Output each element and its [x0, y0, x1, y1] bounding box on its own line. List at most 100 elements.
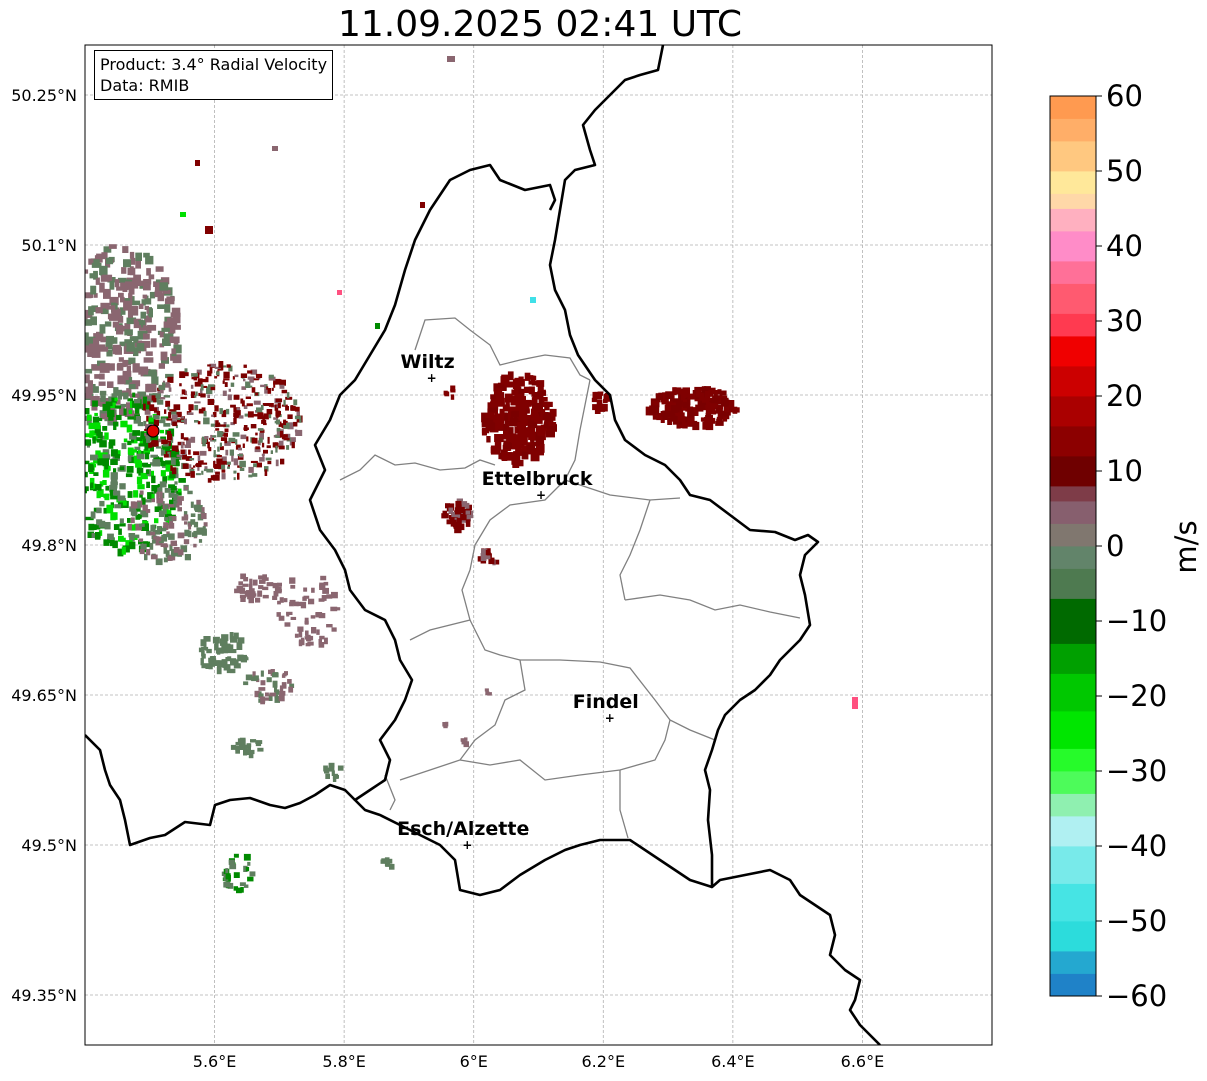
radar-echo-pixel [163, 547, 168, 554]
radar-echo-pixel [109, 281, 115, 290]
radar-echo-pixel [204, 466, 208, 470]
radar-echo-pixel [102, 480, 107, 485]
radar-echo-pixel [165, 382, 170, 386]
radar-echo-pixel [200, 388, 203, 395]
radar-echo-pixel [164, 517, 169, 521]
radar-echo-pixel [485, 691, 490, 696]
radar-echo-pixel [293, 601, 299, 607]
radar-echo-pixel [225, 657, 231, 662]
radar-echo-pixel [247, 861, 251, 866]
radar-echo-pixel [210, 423, 215, 427]
radar-echo-pixel [249, 578, 253, 586]
radar-echo-pixel [332, 776, 337, 782]
radar-echo-pixel [504, 416, 513, 427]
radar-echo-pixel [464, 737, 468, 741]
radar-echo-pixel [255, 446, 260, 450]
radar-echo-pixel [223, 664, 231, 671]
city-marker-icon: + [536, 488, 546, 502]
radar-echo-pixel [450, 519, 457, 527]
radar-echo-pixel [77, 317, 85, 325]
colorbar-band [1050, 141, 1096, 172]
radar-echo-pixel [120, 392, 126, 396]
radar-echo-pixel [481, 429, 490, 434]
radar-echo-pixel [170, 553, 178, 557]
radar-echo-pixel [221, 456, 227, 463]
radar-echo-pixel [138, 538, 144, 542]
radar-echo-pixel [293, 421, 298, 427]
radar-echo-pixel [97, 458, 103, 466]
radar-echo-pixel [75, 371, 79, 380]
radar-echo-pixel [181, 416, 185, 419]
radar-echo-pixel [135, 259, 141, 269]
colorbar-band [1050, 283, 1096, 314]
radar-echo-pixel [720, 397, 729, 407]
radar-echo-pixel [168, 329, 174, 334]
radar-echo-pixel [94, 374, 102, 379]
radar-echo-pixel [240, 573, 246, 580]
colorbar-band [1050, 771, 1096, 794]
radar-echo-pixel [92, 524, 97, 530]
radar-echo-pixel [128, 408, 133, 412]
radar-echo-pixel [272, 582, 279, 589]
radar-echo-pixel [672, 415, 682, 425]
radar-echo-pixel [123, 408, 127, 416]
radar-echo-pixel [155, 440, 159, 447]
radar-echo-pixel [134, 281, 139, 289]
radar-echo-pixel [509, 406, 517, 415]
radar-echo-pixel [105, 363, 115, 371]
radar-echo-pixel [234, 374, 239, 378]
radar-echo-pixel [77, 285, 83, 289]
radar-echo-pixel [191, 373, 198, 377]
radar-echo-pixel [76, 427, 80, 434]
radar-echo-pixel [459, 506, 465, 514]
radar-echo-pixel [251, 413, 258, 417]
radar-echo-pixel [719, 390, 727, 396]
radar-echo-pixel [236, 407, 241, 411]
radar-echo-pixel [245, 674, 253, 681]
radar-echo-pixel [535, 448, 544, 456]
radar-echo-pixel [181, 454, 187, 460]
radar-echo-pixel [160, 461, 168, 466]
radar-echo-pixel [75, 450, 80, 455]
radar-echo-pixel [456, 517, 462, 526]
radar-echo-pixel [196, 499, 201, 506]
radar-echo-pixel [253, 400, 261, 405]
radar-echo-pixel [318, 598, 325, 602]
radar-echo-pixel [148, 369, 157, 374]
radar-echo-pixel [108, 244, 117, 249]
radar-echo-pixel [258, 585, 264, 590]
radar-echo-pixel [202, 440, 206, 447]
city-label: Ettelbruck [482, 468, 593, 490]
radar-echo-pixel [92, 400, 98, 407]
radar-echo-pixel [288, 686, 294, 693]
radar-echo-pixel [167, 376, 174, 383]
radar-echo-pixel [75, 368, 80, 378]
radar-echo-pixel [259, 433, 264, 440]
radar-echo-pixel [245, 396, 251, 399]
radar-echo-pixel [112, 303, 118, 311]
radar-echo-pixel [227, 466, 230, 469]
radar-echo-pixel [717, 389, 722, 395]
radar-echo-pixel [171, 348, 176, 355]
radar-echo-pixel [163, 507, 167, 515]
radar-echo-pixel [715, 406, 721, 414]
radar-echo-pixel [487, 692, 492, 696]
radar-echo-pixel [136, 343, 145, 352]
radar-echo-pixel [284, 622, 291, 627]
radar-echo-pixel [531, 454, 536, 460]
radar-echo-pixel [272, 595, 278, 600]
radar-echo-pixel [206, 389, 213, 394]
radar-echo-pixel [100, 395, 106, 402]
lon-tick-label: 5.6°E [193, 1052, 237, 1071]
radar-echo-pixel [88, 258, 96, 265]
radar-echo-pixel [178, 478, 186, 483]
radar-echo-pixel [144, 405, 151, 415]
radar-echo-pixel [290, 437, 296, 443]
radar-echo-pixel [173, 547, 180, 553]
radar-echo-pixel [316, 629, 320, 635]
radar-echo-pixel [85, 368, 93, 374]
colorbar-band [1050, 501, 1096, 524]
radar-echo-pixel [445, 503, 451, 509]
radar-echo-pixel [251, 473, 258, 477]
radar-echo-pixel [228, 388, 231, 392]
